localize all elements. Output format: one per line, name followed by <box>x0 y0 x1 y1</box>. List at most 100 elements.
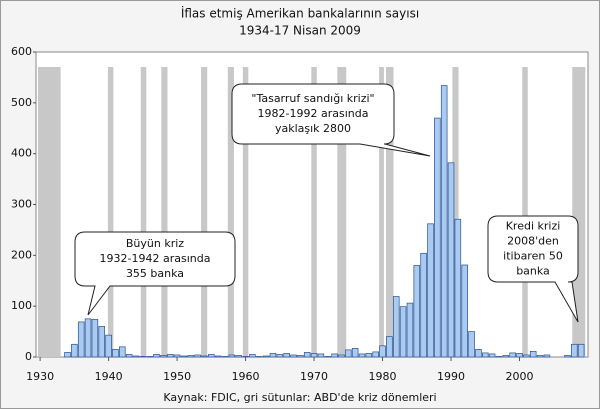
x-tick-label: 1950 <box>163 370 191 383</box>
bar <box>256 356 263 358</box>
bar <box>153 354 160 358</box>
annotation-text: 2008'den <box>507 235 559 248</box>
bar <box>468 331 475 358</box>
bar <box>262 355 270 358</box>
x-tick-label: 2000 <box>506 370 534 383</box>
bar <box>529 351 537 358</box>
bar <box>358 353 366 358</box>
bar <box>420 252 427 358</box>
annotation-text: itibaren 50 <box>503 250 563 263</box>
recession-span <box>385 67 394 357</box>
bar <box>482 352 489 358</box>
recession-span <box>161 67 168 357</box>
bar <box>98 326 106 358</box>
bar <box>399 306 407 358</box>
callout <box>231 83 431 157</box>
bar <box>324 356 332 358</box>
recession-span <box>572 67 586 357</box>
bar <box>372 351 379 358</box>
bar <box>77 321 85 358</box>
bar <box>536 355 544 358</box>
x-tick-label: 1990 <box>437 370 465 383</box>
bar <box>379 345 386 358</box>
bar <box>132 355 140 358</box>
y-tick-label: 600 <box>11 45 32 58</box>
bar <box>112 349 119 358</box>
bar <box>84 318 92 358</box>
bar <box>276 354 284 358</box>
bar <box>242 356 249 358</box>
bar <box>447 162 455 358</box>
callout <box>74 231 236 316</box>
bar <box>64 352 71 358</box>
bar <box>187 355 195 358</box>
chart-title: İflas etmiş Amerikan bankalarının sayısı <box>181 6 419 21</box>
recession-span <box>201 67 208 357</box>
annotation-text: yaklaşık 2800 <box>275 122 351 135</box>
chart-subtitle: 1934-17 Nisan 2009 <box>239 24 361 38</box>
bar <box>173 354 181 358</box>
bar <box>105 334 112 358</box>
recession-span <box>522 67 528 357</box>
bar <box>523 354 530 358</box>
annotation-text: Kredi krizi <box>506 220 561 233</box>
bar <box>345 349 352 358</box>
bar <box>317 353 325 358</box>
bar <box>502 355 510 358</box>
bar <box>297 355 304 358</box>
y-tick-label: 200 <box>11 248 32 261</box>
recession-span <box>107 67 114 357</box>
bar <box>495 356 503 358</box>
bar <box>214 355 222 358</box>
bar <box>221 356 229 358</box>
bar <box>338 354 345 358</box>
bar <box>516 353 523 358</box>
bar <box>310 353 318 358</box>
x-tick-label: 1940 <box>95 370 123 383</box>
annotation-text: banka <box>516 265 550 278</box>
bar <box>413 265 421 358</box>
bar <box>392 296 400 358</box>
callout <box>487 215 579 323</box>
y-tick-label: 400 <box>11 147 32 160</box>
bar <box>331 353 338 358</box>
bar <box>475 349 482 358</box>
bar <box>571 343 578 358</box>
bar <box>461 264 468 358</box>
recession-span <box>227 67 234 357</box>
bar <box>454 218 462 358</box>
bar <box>269 353 277 358</box>
x-tick-label: 1960 <box>232 370 260 383</box>
bar <box>201 355 208 358</box>
bar <box>71 343 78 358</box>
bar <box>543 354 551 358</box>
recession-span <box>38 67 61 357</box>
bar <box>440 85 448 358</box>
bar <box>194 354 201 358</box>
x-tick-label: 1930 <box>26 370 54 383</box>
bar <box>303 352 311 358</box>
annotation-text: 1982-1992 arasında <box>258 107 369 120</box>
y-tick-label: 0 <box>25 350 32 363</box>
x-tick-label: 1970 <box>300 370 328 383</box>
bar <box>119 346 126 358</box>
bar <box>577 343 585 358</box>
bar <box>351 348 359 358</box>
bar <box>488 353 496 358</box>
bar <box>283 353 290 358</box>
bar <box>160 355 167 358</box>
bar <box>365 353 373 358</box>
recession-span <box>379 67 384 357</box>
bar <box>386 336 393 358</box>
annotation-text: 355 banka <box>126 267 184 280</box>
bar <box>146 356 153 358</box>
y-tick-label: 100 <box>11 299 32 312</box>
bar <box>166 354 174 358</box>
y-tick-label: 500 <box>11 96 32 109</box>
bar <box>249 354 256 358</box>
source: Kaynak: FDIC, gri sütunlar: ABD'de kriz … <box>163 391 436 404</box>
bar <box>406 302 414 358</box>
recession-span <box>140 67 147 357</box>
bar <box>427 223 434 358</box>
bar <box>509 352 516 358</box>
